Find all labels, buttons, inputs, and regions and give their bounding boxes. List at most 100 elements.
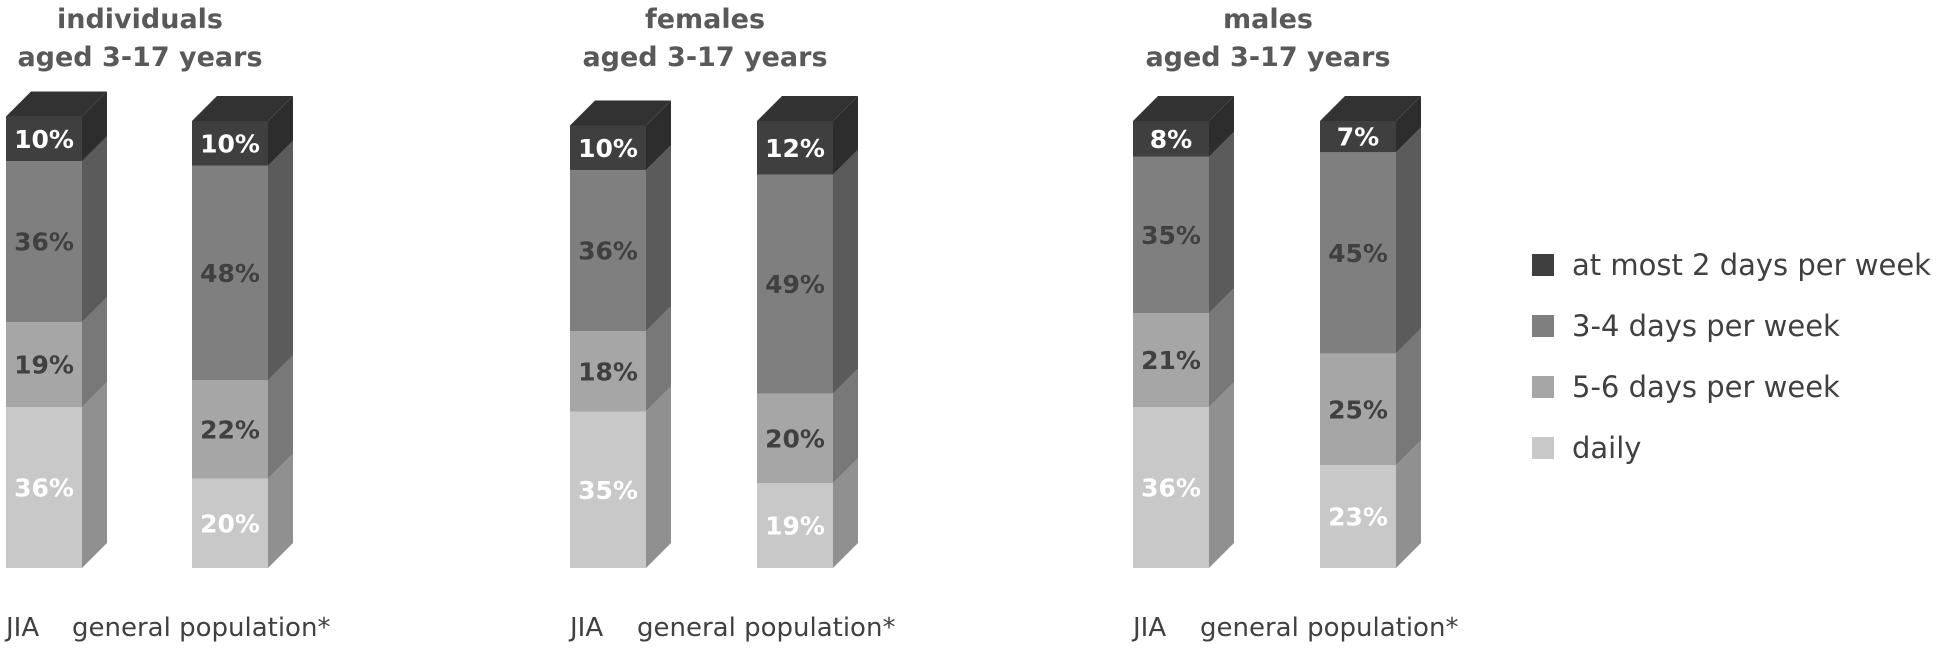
data-label: 49% — [765, 270, 825, 299]
bar-category-label: general population* — [72, 613, 330, 643]
bar-segment-5-6-days-per-week — [1320, 353, 1396, 466]
data-label: 21% — [1141, 346, 1201, 375]
data-label: 23% — [1328, 503, 1388, 532]
bar-segment-side — [1396, 328, 1421, 466]
data-label: 20% — [200, 509, 260, 538]
data-label: 25% — [1328, 395, 1388, 424]
bar-top-face — [570, 100, 671, 126]
bar-segment-daily — [6, 407, 82, 568]
data-label: 18% — [578, 357, 638, 386]
data-label: 35% — [1141, 221, 1201, 250]
bar-category-label: general population* — [637, 613, 895, 643]
bar-segment-side — [82, 382, 107, 568]
bar-segment-side — [268, 140, 293, 381]
bar-segment-side — [1396, 127, 1421, 354]
bar-segment-daily — [757, 483, 833, 568]
bar-segment-side — [646, 100, 671, 171]
bar-segment-3-4-days-per-week — [1133, 156, 1209, 314]
bar-segment-side — [1209, 382, 1234, 568]
bar-segment-side — [646, 306, 671, 412]
bar-top-face — [757, 96, 858, 121]
bar-segment-at-most-2-days-per-week — [192, 121, 268, 166]
legend-swatch — [1532, 315, 1554, 337]
bar-segment-at-most-2-days-per-week — [6, 116, 82, 162]
bar-segment-side — [646, 145, 671, 332]
data-label: 36% — [1141, 474, 1201, 503]
bar-segment-3-4-days-per-week — [6, 161, 82, 323]
legend-swatch — [1532, 437, 1554, 459]
data-label: 36% — [14, 474, 74, 503]
bar-segment-side — [833, 368, 858, 484]
data-label: 10% — [578, 134, 638, 163]
bar-segment-daily — [570, 411, 646, 568]
bar-segment-side — [268, 355, 293, 479]
bar-segment-side — [1396, 96, 1421, 153]
bar-segment-daily — [1133, 407, 1209, 568]
data-label: 45% — [1328, 239, 1388, 268]
panel-title-line: females — [645, 4, 765, 35]
bar-segment-at-most-2-days-per-week — [570, 125, 646, 171]
bar-top-face — [1133, 96, 1234, 121]
legend-swatch — [1532, 376, 1554, 398]
bar-category-label: general population* — [1200, 613, 1458, 643]
bar-segment-side — [82, 136, 107, 323]
bar-segment-daily — [1320, 465, 1396, 568]
bar-segment-5-6-days-per-week — [1133, 313, 1209, 408]
bar-segment-3-4-days-per-week — [757, 174, 833, 394]
bar-top-face — [1320, 96, 1421, 121]
bar-segment-5-6-days-per-week — [192, 380, 268, 479]
panel-title-line: aged 3-17 years — [17, 42, 262, 73]
bar-segment-at-most-2-days-per-week — [1133, 121, 1209, 157]
panel-title-line: individuals — [57, 4, 223, 35]
bar-category-label: JIA — [568, 613, 603, 643]
legend-entry: at most 2 days per week — [1572, 248, 1931, 282]
data-label: 20% — [765, 424, 825, 453]
data-label: 10% — [14, 125, 74, 154]
data-label: 48% — [200, 259, 260, 288]
bar-segment-side — [833, 149, 858, 394]
bar-segment-side — [646, 386, 671, 568]
data-label: 7% — [1337, 123, 1379, 152]
bar-segment-5-6-days-per-week — [570, 331, 646, 412]
data-label: 35% — [578, 476, 638, 505]
panel-title-line: males — [1223, 4, 1313, 35]
bar-segment-side — [268, 453, 293, 568]
legend-swatch — [1532, 254, 1554, 276]
bar-segment-side — [1209, 288, 1234, 408]
bar-segment-at-most-2-days-per-week — [757, 121, 833, 175]
bar-segment-3-4-days-per-week — [1320, 152, 1396, 354]
bar-segment-side — [1209, 131, 1234, 314]
legend-entry: 5-6 days per week — [1572, 370, 1840, 404]
bar-segment-side — [833, 96, 858, 175]
data-label: 22% — [200, 415, 260, 444]
bar-segment-side — [82, 91, 107, 162]
bar-segment-side — [268, 96, 293, 166]
bar-segment-side — [1209, 96, 1234, 157]
data-label: 36% — [14, 228, 74, 257]
bar-segment-5-6-days-per-week — [6, 322, 82, 408]
data-label: 19% — [14, 351, 74, 380]
bar-segment-3-4-days-per-week — [570, 170, 646, 332]
bar-segment-5-6-days-per-week — [757, 393, 833, 484]
bar-segment-side — [82, 297, 107, 408]
data-label: 19% — [765, 512, 825, 541]
bar-category-label: JIA — [4, 613, 39, 643]
data-label: 8% — [1150, 125, 1192, 154]
bar-category-label: JIA — [1131, 613, 1166, 643]
data-label: 10% — [200, 129, 260, 158]
legend-entry: 3-4 days per week — [1572, 309, 1840, 343]
bar-segment-side — [1396, 440, 1421, 568]
bar-segment-at-most-2-days-per-week — [1320, 121, 1396, 153]
data-label: 12% — [765, 134, 825, 163]
bar-top-face — [192, 96, 293, 121]
bar-segment-3-4-days-per-week — [192, 165, 268, 381]
bar-segment-side — [833, 458, 858, 568]
panel-title-line: aged 3-17 years — [582, 42, 827, 73]
bar-top-face — [6, 91, 107, 117]
legend-entry: daily — [1572, 431, 1641, 465]
panel-title-line: aged 3-17 years — [1145, 42, 1390, 73]
bar-segment-daily — [192, 478, 268, 568]
data-label: 36% — [578, 237, 638, 266]
